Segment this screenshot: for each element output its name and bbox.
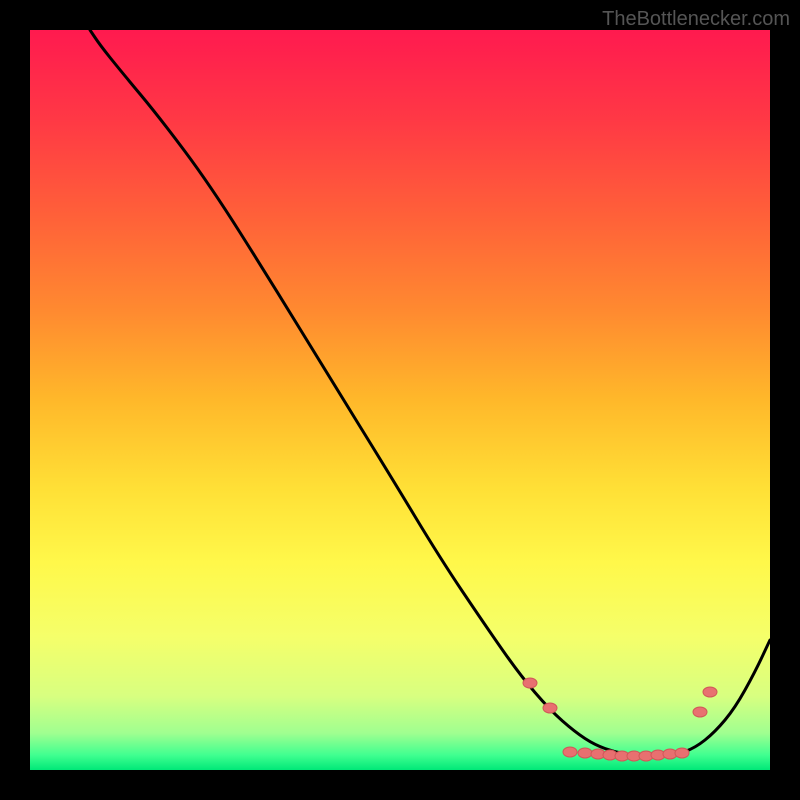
marker-point bbox=[675, 748, 689, 758]
watermark-text: TheBottlenecker.com bbox=[602, 8, 790, 31]
marker-point bbox=[543, 703, 557, 713]
marker-point bbox=[523, 678, 537, 688]
marker-point bbox=[703, 687, 717, 697]
chart-background bbox=[30, 30, 770, 770]
chart-container bbox=[30, 30, 770, 770]
marker-point bbox=[578, 748, 592, 758]
marker-point bbox=[563, 747, 577, 757]
marker-point bbox=[693, 707, 707, 717]
chart-svg bbox=[30, 30, 770, 770]
